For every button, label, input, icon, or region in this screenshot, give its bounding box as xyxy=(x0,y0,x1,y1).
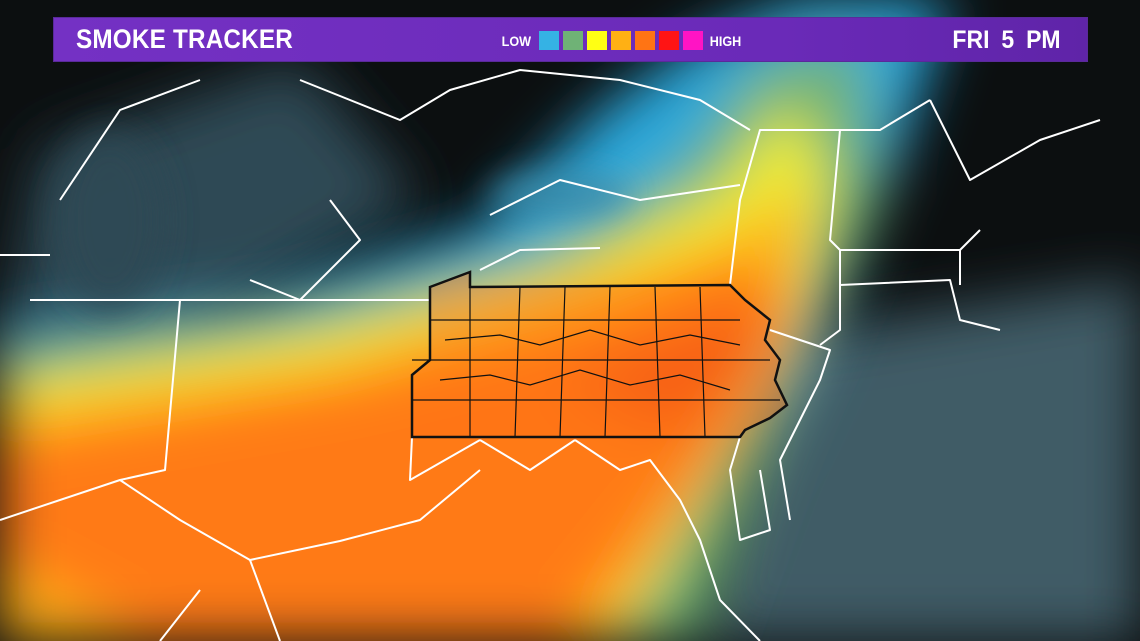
forecast-time: FRI 5 PM xyxy=(952,26,1061,54)
page-title: SMOKE TRACKER xyxy=(76,24,293,54)
legend-high-label: HIGH xyxy=(709,32,741,49)
legend-swatch-6 xyxy=(658,31,679,50)
lakes xyxy=(55,130,630,310)
header-banner: SMOKE TRACKER LOW HIGH FRI 5 PM xyxy=(53,17,1088,62)
legend-swatch-5 xyxy=(634,31,655,50)
legend-low-label: LOW xyxy=(501,32,532,49)
legend-swatch-2 xyxy=(562,31,583,50)
smoke-legend: LOW HIGH xyxy=(500,18,743,63)
legend-swatch-4 xyxy=(610,31,631,50)
pennsylvania-counties xyxy=(410,270,789,439)
legend-swatch-1 xyxy=(538,31,559,50)
state-borders xyxy=(0,69,1101,641)
legend-swatch-3 xyxy=(586,31,607,50)
legend-swatch-7 xyxy=(682,31,703,50)
